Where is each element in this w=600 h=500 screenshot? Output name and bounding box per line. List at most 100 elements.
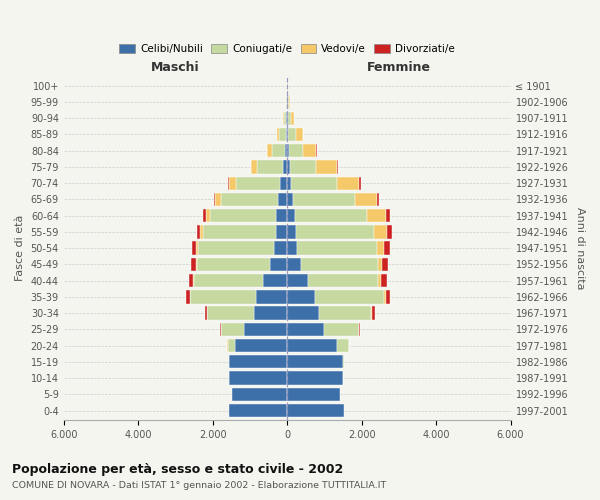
Bar bbox=[385, 242, 390, 255]
Y-axis label: Anni di nascita: Anni di nascita bbox=[575, 207, 585, 290]
Bar bbox=[221, 193, 278, 206]
Bar bbox=[387, 225, 392, 238]
Bar bbox=[274, 242, 287, 255]
Bar bbox=[296, 128, 303, 141]
Bar bbox=[251, 160, 257, 173]
Bar bbox=[277, 128, 279, 141]
Bar bbox=[287, 388, 340, 401]
Bar bbox=[379, 274, 382, 287]
Bar bbox=[214, 193, 215, 206]
Bar bbox=[384, 290, 386, 304]
Bar bbox=[196, 242, 198, 255]
Bar bbox=[207, 306, 254, 320]
Bar bbox=[287, 209, 295, 222]
Bar bbox=[287, 144, 289, 158]
Bar bbox=[359, 176, 361, 190]
Bar bbox=[386, 290, 391, 304]
Bar bbox=[287, 274, 308, 287]
Bar bbox=[286, 128, 287, 141]
Bar bbox=[337, 339, 349, 352]
Bar bbox=[319, 306, 371, 320]
Text: COMUNE DI NOVARA - Dati ISTAT 1° gennaio 2002 - Elaborazione TUTTITALIA.IT: COMUNE DI NOVARA - Dati ISTAT 1° gennaio… bbox=[12, 481, 386, 490]
Bar bbox=[287, 193, 293, 206]
Bar bbox=[210, 209, 277, 222]
Bar bbox=[289, 96, 290, 108]
Bar bbox=[293, 193, 355, 206]
Bar bbox=[287, 258, 301, 271]
Bar bbox=[287, 128, 289, 141]
Bar bbox=[229, 404, 287, 417]
Bar bbox=[188, 274, 193, 287]
Bar bbox=[277, 209, 287, 222]
Bar bbox=[280, 176, 287, 190]
Bar bbox=[191, 242, 196, 255]
Bar bbox=[197, 225, 200, 238]
Bar bbox=[275, 225, 287, 238]
Bar bbox=[206, 209, 210, 222]
Bar bbox=[286, 96, 287, 108]
Bar bbox=[279, 128, 286, 141]
Bar bbox=[271, 258, 287, 271]
Bar bbox=[203, 209, 206, 222]
Bar bbox=[190, 290, 256, 304]
Bar bbox=[287, 160, 290, 173]
Bar bbox=[287, 112, 288, 125]
Bar bbox=[377, 242, 385, 255]
Bar bbox=[203, 225, 275, 238]
Bar bbox=[308, 274, 379, 287]
Bar bbox=[287, 306, 319, 320]
Bar bbox=[287, 290, 315, 304]
Bar bbox=[196, 258, 197, 271]
Bar bbox=[304, 144, 316, 158]
Bar bbox=[287, 355, 343, 368]
Bar bbox=[283, 112, 284, 125]
Bar bbox=[289, 144, 304, 158]
Bar bbox=[193, 274, 194, 287]
Bar bbox=[200, 225, 203, 238]
Bar bbox=[263, 274, 287, 287]
Bar bbox=[287, 372, 343, 384]
Bar bbox=[215, 193, 221, 206]
Bar bbox=[186, 290, 190, 304]
Bar bbox=[268, 144, 272, 158]
Bar bbox=[337, 176, 359, 190]
Bar bbox=[244, 322, 287, 336]
Bar bbox=[198, 242, 274, 255]
Text: Popolazione per età, sesso e stato civile - 2002: Popolazione per età, sesso e stato civil… bbox=[12, 462, 343, 475]
Bar bbox=[205, 306, 207, 320]
Y-axis label: Fasce di età: Fasce di età bbox=[15, 215, 25, 282]
Bar bbox=[256, 290, 287, 304]
Bar bbox=[287, 322, 325, 336]
Bar bbox=[291, 176, 337, 190]
Bar bbox=[288, 96, 289, 108]
Bar bbox=[197, 258, 271, 271]
Bar bbox=[194, 274, 263, 287]
Bar bbox=[290, 160, 316, 173]
Bar bbox=[297, 242, 377, 255]
Legend: Celibi/Nubili, Coniugati/e, Vedovi/e, Divorziati/e: Celibi/Nubili, Coniugati/e, Vedovi/e, Di… bbox=[115, 40, 459, 58]
Bar bbox=[287, 176, 291, 190]
Bar bbox=[296, 225, 374, 238]
Text: Maschi: Maschi bbox=[151, 60, 200, 74]
Bar bbox=[284, 144, 287, 158]
Bar bbox=[315, 290, 384, 304]
Bar bbox=[284, 112, 286, 125]
Bar bbox=[359, 322, 360, 336]
Bar bbox=[191, 258, 196, 271]
Bar bbox=[287, 339, 337, 352]
Bar bbox=[355, 193, 377, 206]
Bar bbox=[220, 322, 221, 336]
Bar bbox=[377, 193, 379, 206]
Bar bbox=[272, 144, 284, 158]
Bar bbox=[229, 355, 287, 368]
Bar bbox=[287, 96, 288, 108]
Bar bbox=[257, 160, 283, 173]
Bar bbox=[254, 306, 287, 320]
Bar bbox=[301, 258, 377, 271]
Bar bbox=[278, 193, 287, 206]
Bar bbox=[382, 258, 388, 271]
Bar bbox=[374, 225, 387, 238]
Bar bbox=[236, 176, 280, 190]
Bar bbox=[229, 372, 287, 384]
Bar bbox=[337, 160, 338, 173]
